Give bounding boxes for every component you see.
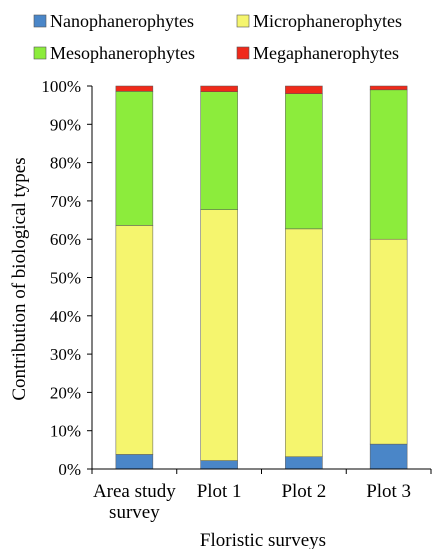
y-tick-label: 80% xyxy=(50,154,81,173)
legend-swatch xyxy=(236,46,250,60)
x-tick-label: Plot 1 xyxy=(197,481,242,502)
bars xyxy=(115,85,408,470)
bar-segment-megaphanerophytes xyxy=(369,85,408,91)
y-axis-label: Contribution of biological types xyxy=(9,157,30,400)
y-tick-label: 20% xyxy=(50,383,81,402)
legend-swatch xyxy=(33,14,47,28)
x-tick-label: Plot 3 xyxy=(366,481,411,502)
bar-segment-mesophanerophytes xyxy=(369,89,408,240)
legend: Nanophanerophytes Microphanerophytes Mesop… xyxy=(33,11,402,63)
legend-label: Megaphanerophytes xyxy=(253,43,399,63)
x-axis-label: Floristic surveys xyxy=(200,530,326,549)
bar-segment-megaphanerophytes xyxy=(115,85,154,92)
bar-segment-megaphanerophytes xyxy=(285,85,323,94)
legend-label: Microphanerophytes xyxy=(253,11,402,31)
y-tick-label: 10% xyxy=(50,422,81,441)
bar-segment-nanophanerophytes xyxy=(200,460,238,470)
bar-segment-nanophanerophytes xyxy=(369,443,408,470)
y-tick-label: 70% xyxy=(50,192,81,211)
legend-swatch xyxy=(33,46,47,60)
bar-segment-microphanerophytes xyxy=(200,209,238,461)
x-tick-label: Plot 2 xyxy=(281,481,326,502)
legend-swatch xyxy=(236,14,250,28)
x-tick-label: survey xyxy=(109,502,160,523)
bar-segment-microphanerophytes xyxy=(285,228,323,457)
y-tick-label: 30% xyxy=(50,345,81,364)
x-tick-label: Area study xyxy=(93,481,176,502)
bar-segment-mesophanerophytes xyxy=(115,91,154,226)
bar-segment-microphanerophytes xyxy=(369,238,408,445)
bar-segment-mesophanerophytes xyxy=(285,93,323,230)
y-tick-label: 50% xyxy=(50,269,81,288)
y-tick-label: 0% xyxy=(58,460,81,479)
y-tick-label: 60% xyxy=(50,230,81,249)
legend-label: Nanophanerophytes xyxy=(50,11,194,31)
bar-segment-mesophanerophytes xyxy=(200,91,238,210)
bar-segment-nanophanerophytes xyxy=(285,456,323,470)
y-tick-label: 90% xyxy=(50,115,81,134)
legend-label: Mesophanerophytes xyxy=(50,43,195,63)
y-axis: 0% 10% 20% 30% 40% 50% 60% 70% 80% 90% 100% xyxy=(41,77,93,479)
y-tick-label: 100% xyxy=(41,77,81,96)
bar-segment-megaphanerophytes xyxy=(200,85,238,92)
bar-segment-nanophanerophytes xyxy=(115,454,154,470)
y-tick-label: 40% xyxy=(50,307,81,326)
bar-segment-microphanerophytes xyxy=(115,225,154,455)
